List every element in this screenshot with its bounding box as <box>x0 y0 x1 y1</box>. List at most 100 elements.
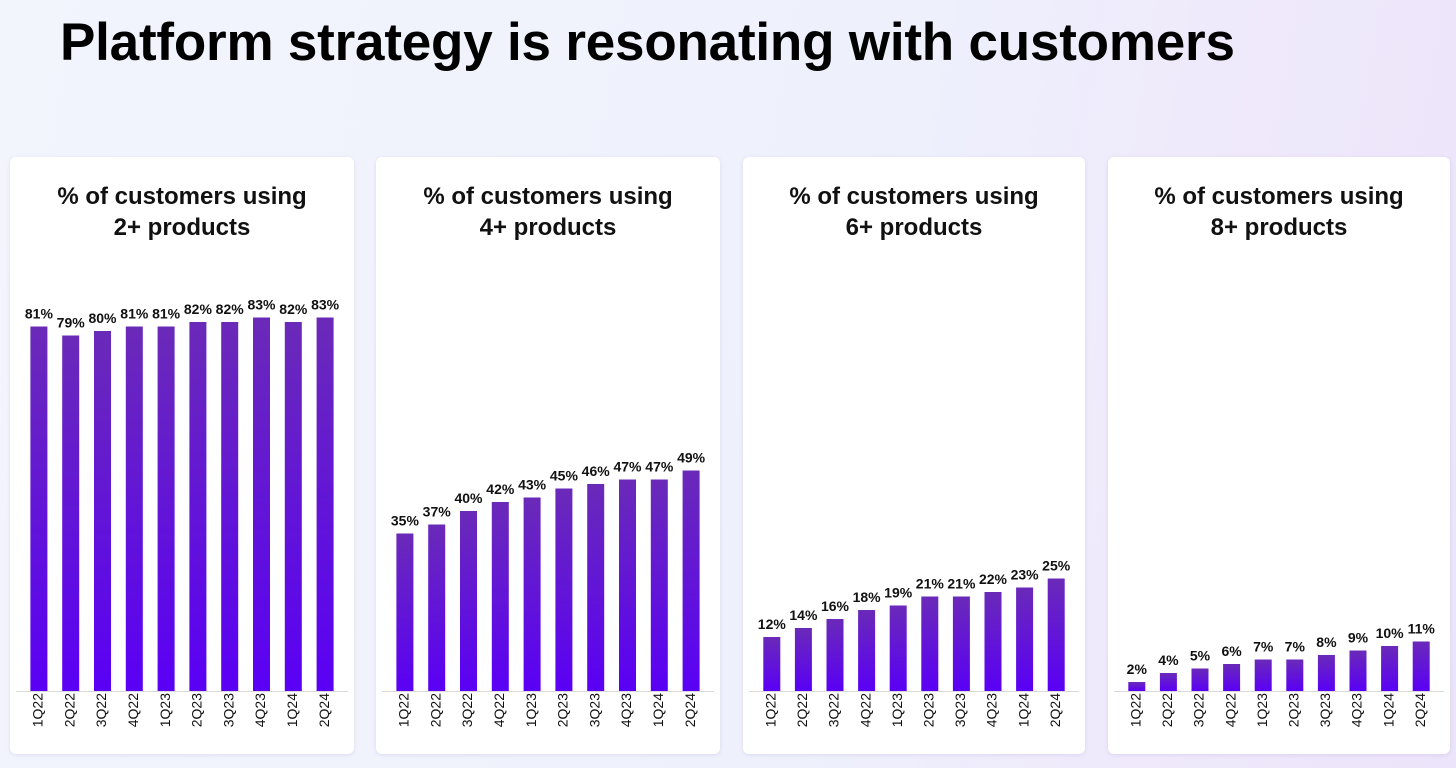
data-label: 80% <box>88 310 117 326</box>
bar <box>428 524 446 691</box>
x-tick-label: 4Q23 <box>618 693 634 727</box>
bar-chart-6plus: 12% 1Q22 14% 2Q22 16% 3Q22 18% 4Q22 19% 1Q23 21% 2Q… <box>749 558 1079 727</box>
data-label: 49% <box>677 450 706 466</box>
data-label: 4% <box>1158 652 1179 668</box>
data-label: 79% <box>57 315 86 331</box>
x-tick-label: 2Q22 <box>61 693 77 727</box>
bar-chart-4plus: 35% 1Q22 37% 2Q22 40% 3Q22 42% 4Q22 43% 1Q23 45% 2Q… <box>382 450 714 727</box>
x-tick-label: 1Q22 <box>30 693 46 727</box>
page-title: Platform strategy is resonating with cus… <box>60 13 1235 72</box>
bar <box>1128 682 1146 691</box>
chart-card-2plus: % of customers using 2+ products 81% 1Q22… <box>10 157 354 754</box>
chart-title: % of customers using 4+ products <box>376 181 720 243</box>
bar <box>889 605 907 691</box>
bar <box>763 637 781 691</box>
bar <box>952 596 970 691</box>
bar <box>253 317 270 691</box>
x-tick-label: 2Q24 <box>316 693 332 727</box>
bar <box>1317 655 1335 691</box>
bar <box>984 592 1002 691</box>
x-tick-label: 3Q22 <box>1191 693 1207 727</box>
bar <box>221 322 239 691</box>
data-label: 82% <box>184 301 213 317</box>
bar <box>555 488 573 691</box>
bar <box>1223 664 1241 691</box>
x-tick-label: 1Q24 <box>284 693 300 727</box>
x-tick-label: 3Q22 <box>459 693 475 727</box>
bar <box>1191 668 1209 691</box>
bar <box>1412 641 1430 691</box>
x-tick-label: 4Q22 <box>125 693 141 727</box>
chart-title: % of customers using 2+ products <box>10 181 354 243</box>
bar <box>1349 650 1367 691</box>
x-tick-label: 3Q22 <box>93 693 109 727</box>
x-tick-label: 1Q24 <box>1380 693 1396 727</box>
x-tick-label: 4Q22 <box>491 693 507 727</box>
data-label: 14% <box>789 607 818 623</box>
data-label: 43% <box>518 477 547 493</box>
data-label: 16% <box>821 598 850 614</box>
data-label: 8% <box>1316 634 1337 650</box>
x-tick-label: 2Q22 <box>427 693 443 727</box>
x-tick-label: 3Q22 <box>826 693 842 727</box>
data-label: 83% <box>311 297 340 313</box>
bar <box>523 497 541 691</box>
data-label: 21% <box>916 576 945 592</box>
data-label: 81% <box>152 306 181 322</box>
bar <box>460 511 477 691</box>
data-label: 47% <box>645 459 674 475</box>
x-tick-label: 3Q23 <box>952 693 968 727</box>
data-label: 22% <box>979 571 1008 587</box>
data-label: 18% <box>853 589 882 605</box>
bar-chart-2plus: 81% 1Q22 79% 2Q22 80% 3Q22 81% 4Q22 81% 1Q23 82% 2Q… <box>16 297 348 727</box>
x-tick-label: 1Q23 <box>1254 693 1270 727</box>
x-tick-label: 4Q23 <box>984 693 1000 727</box>
x-tick-label: 2Q22 <box>1159 693 1175 727</box>
data-label: 2% <box>1127 661 1148 677</box>
bar <box>157 326 175 691</box>
x-tick-label: 1Q23 <box>157 693 173 727</box>
x-tick-label: 2Q23 <box>555 693 571 727</box>
x-tick-label: 3Q23 <box>1317 693 1333 727</box>
chart-title-line: % of customers using <box>57 183 307 210</box>
bar <box>30 326 48 691</box>
bar <box>189 322 207 691</box>
x-tick-label: 2Q24 <box>1047 693 1063 727</box>
x-tick-label: 1Q22 <box>1128 693 1144 727</box>
bar <box>921 596 939 691</box>
chart-title-line: 8+ products <box>1210 214 1348 241</box>
data-label: 46% <box>582 463 611 479</box>
x-tick-label: 1Q22 <box>396 693 412 727</box>
data-label: 42% <box>486 481 515 497</box>
bar <box>316 317 334 691</box>
data-label: 21% <box>947 576 976 592</box>
bar <box>1381 646 1399 691</box>
chart-title: % of customers using 6+ products <box>743 181 1085 243</box>
bar <box>1016 587 1034 691</box>
chart-title-line: 6+ products <box>845 214 983 241</box>
bar-chart-8plus: 2% 1Q22 4% 2Q22 5% 3Q22 6% 4Q22 7% 1Q23 7% 2Q23 8% 3Q… <box>1114 621 1444 727</box>
data-label: 25% <box>1042 558 1071 574</box>
chart-title-line: % of customers using <box>423 183 673 210</box>
x-tick-label: 1Q24 <box>650 693 666 727</box>
data-label: 23% <box>1011 567 1040 583</box>
bar <box>682 470 700 691</box>
x-tick-label: 2Q23 <box>1286 693 1302 727</box>
x-tick-label: 4Q23 <box>1349 693 1365 727</box>
data-label: 35% <box>391 513 420 529</box>
bar <box>125 326 143 691</box>
data-label: 7% <box>1253 639 1274 655</box>
data-label: 9% <box>1348 630 1369 646</box>
chart-title-line: 2+ products <box>113 214 251 241</box>
x-tick-label: 2Q24 <box>1412 693 1428 727</box>
bar <box>1047 578 1065 691</box>
chart-card-8plus: % of customers using 8+ products 2% 1Q22 4… <box>1108 157 1450 754</box>
bar <box>619 479 636 691</box>
data-label: 45% <box>550 468 579 484</box>
x-tick-label: 3Q23 <box>586 693 602 727</box>
data-label: 81% <box>25 306 54 322</box>
data-label: 5% <box>1190 648 1211 664</box>
x-tick-label: 3Q23 <box>220 693 236 727</box>
x-tick-label: 2Q24 <box>682 693 698 727</box>
data-label: 82% <box>216 301 245 317</box>
